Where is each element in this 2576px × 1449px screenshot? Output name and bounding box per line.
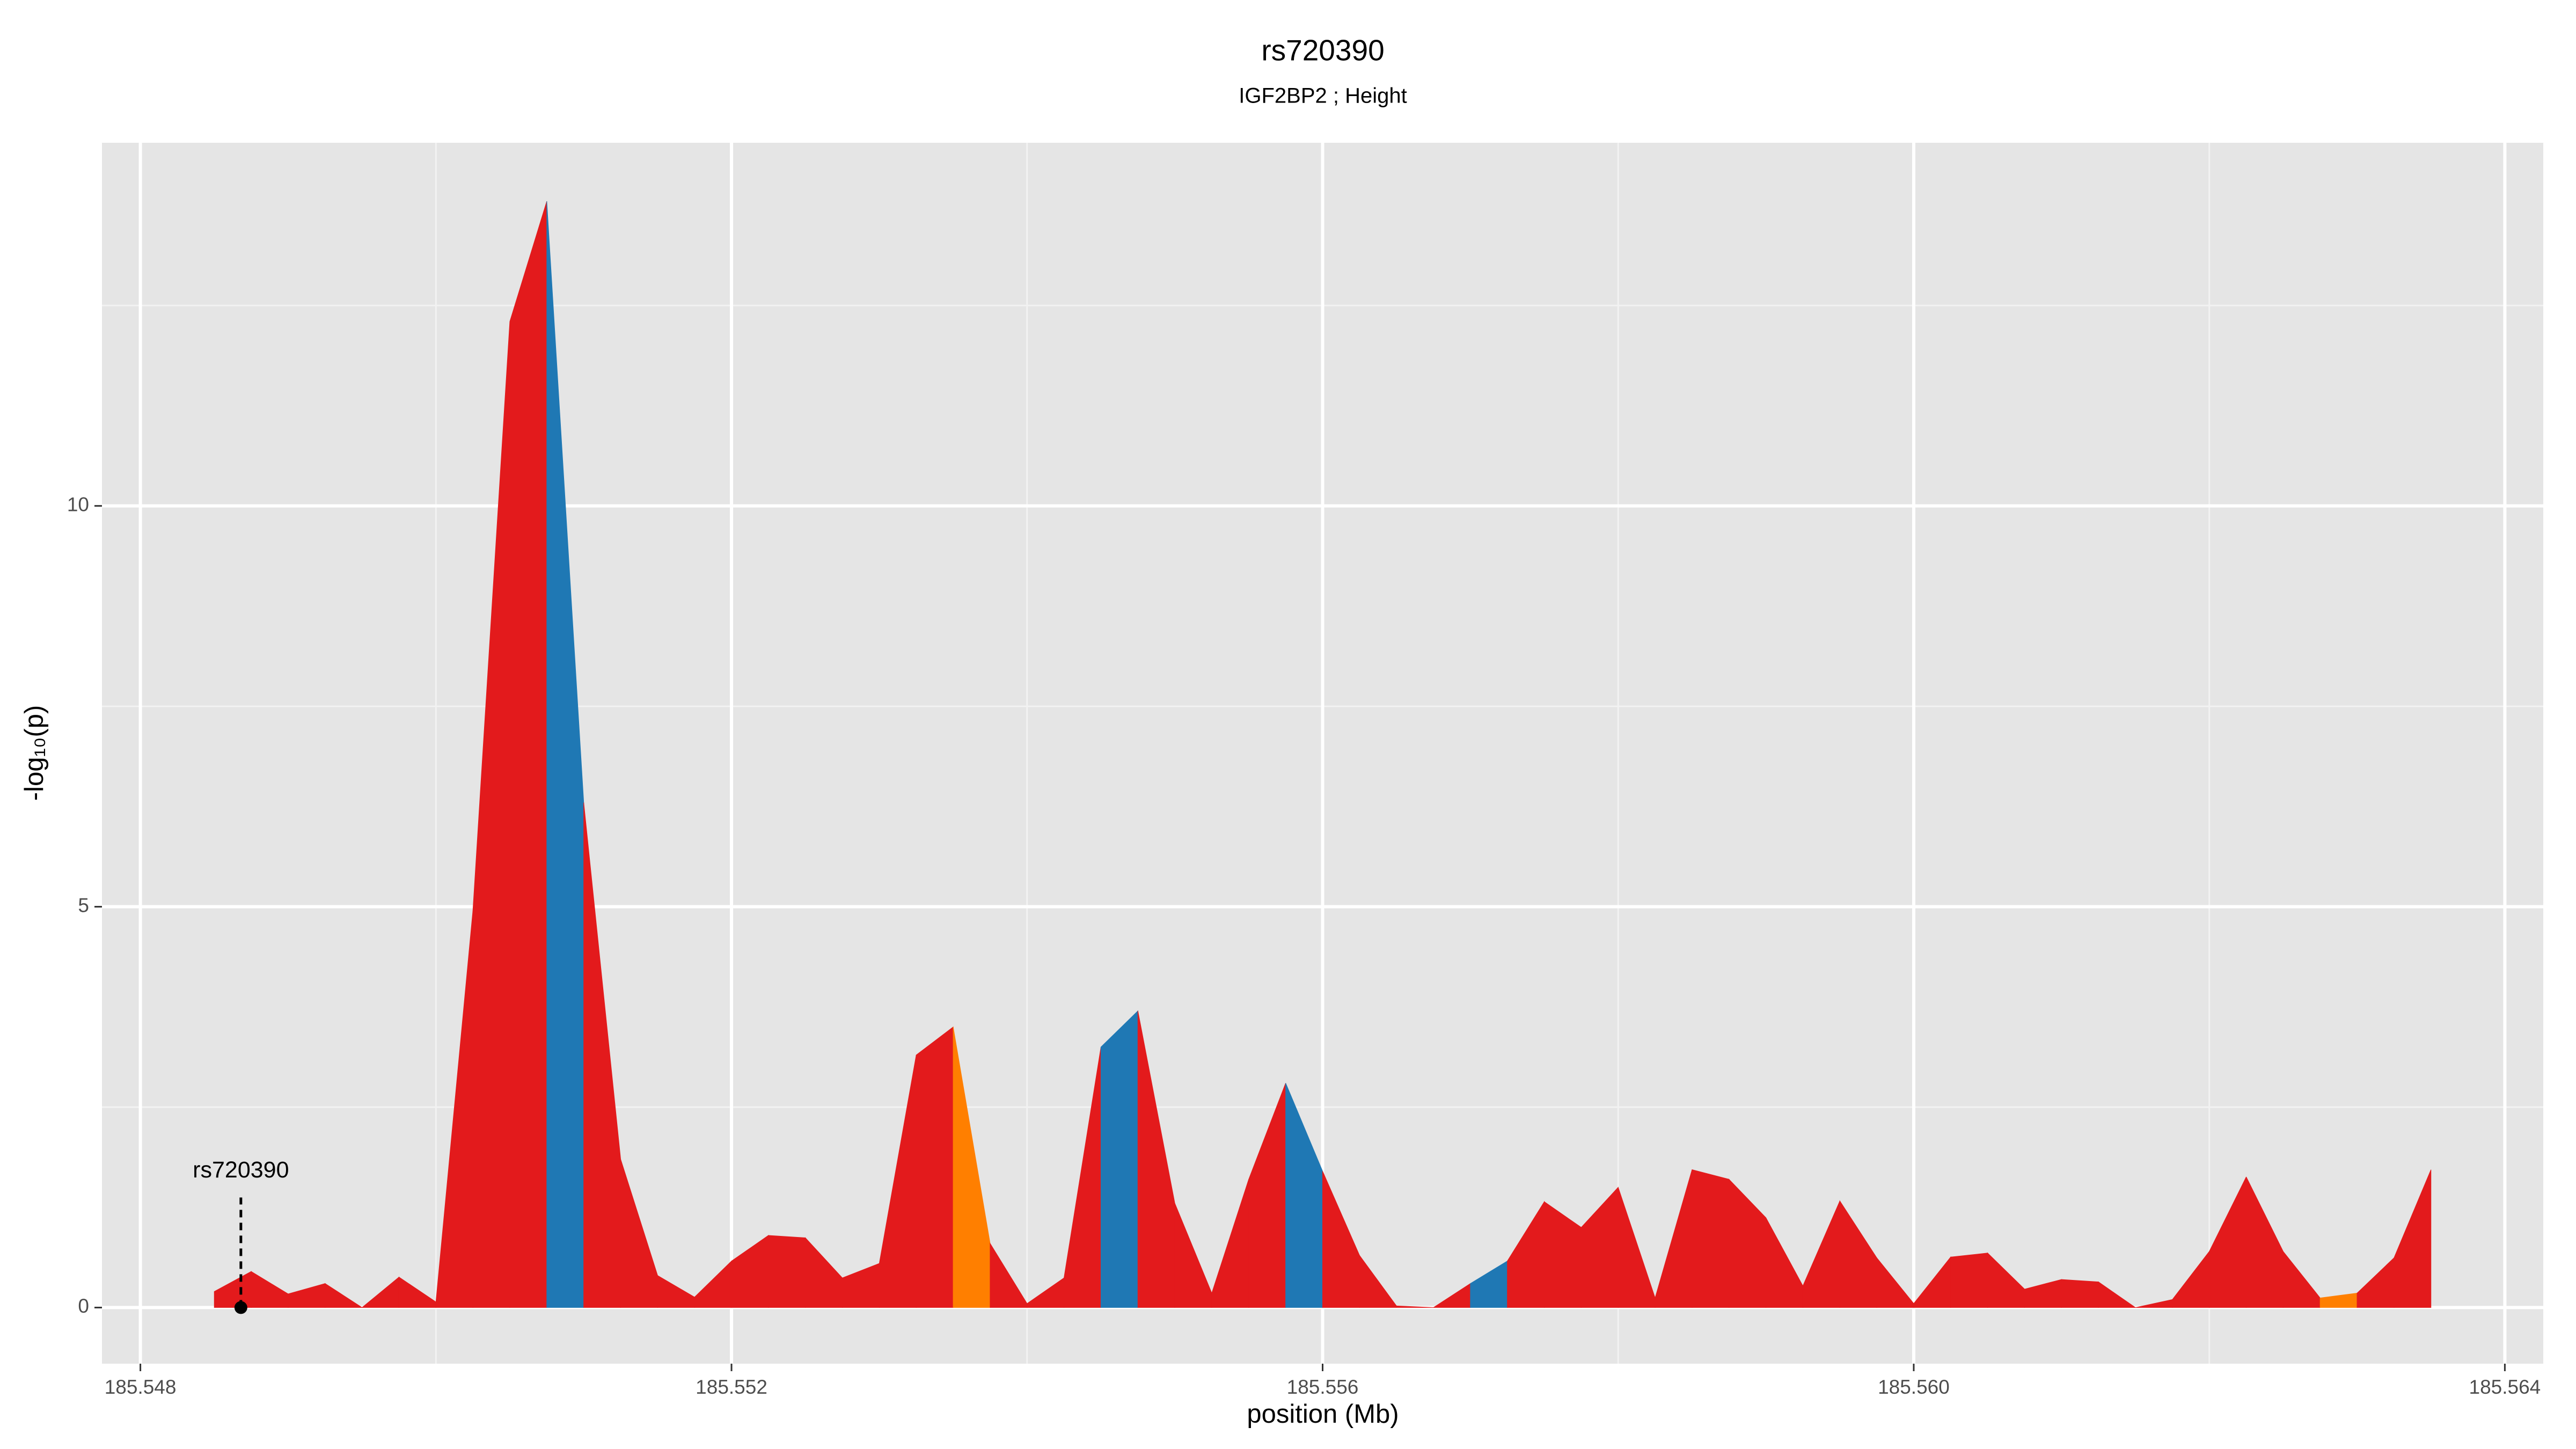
chart-title: rs720390 <box>1261 34 1384 67</box>
area-segment <box>2394 1169 2432 1308</box>
x-tick-label: 185.556 <box>1287 1376 1359 1398</box>
y-axis-label: -log₁₀(p) <box>20 705 49 801</box>
y-tick-label: 10 <box>67 493 89 515</box>
area-segment <box>1396 1305 1434 1308</box>
y-tick-label: 5 <box>78 894 89 916</box>
annotation-point <box>234 1301 247 1314</box>
x-tick-label: 185.552 <box>696 1376 767 1398</box>
area-segment <box>509 201 547 1308</box>
area-segment <box>916 1026 954 1308</box>
y-tick-label: 0 <box>78 1295 89 1317</box>
chart-subtitle: IGF2BP2 ; Height <box>1239 84 1407 108</box>
x-axis-label: position (Mb) <box>1247 1400 1399 1429</box>
area-segment <box>1950 1253 1988 1308</box>
area-segment <box>768 1235 806 1308</box>
x-tick-label: 185.548 <box>105 1376 177 1398</box>
x-tick-label: 185.560 <box>1878 1376 1950 1398</box>
area-segment <box>2098 1281 2136 1308</box>
x-tick-label: 185.564 <box>2469 1376 2541 1398</box>
area-segment <box>1100 1010 1138 1308</box>
area-segment <box>2061 1279 2099 1308</box>
annotation-label: rs720390 <box>193 1157 289 1183</box>
area-segment <box>325 1283 363 1308</box>
area-segment <box>1692 1169 1730 1308</box>
